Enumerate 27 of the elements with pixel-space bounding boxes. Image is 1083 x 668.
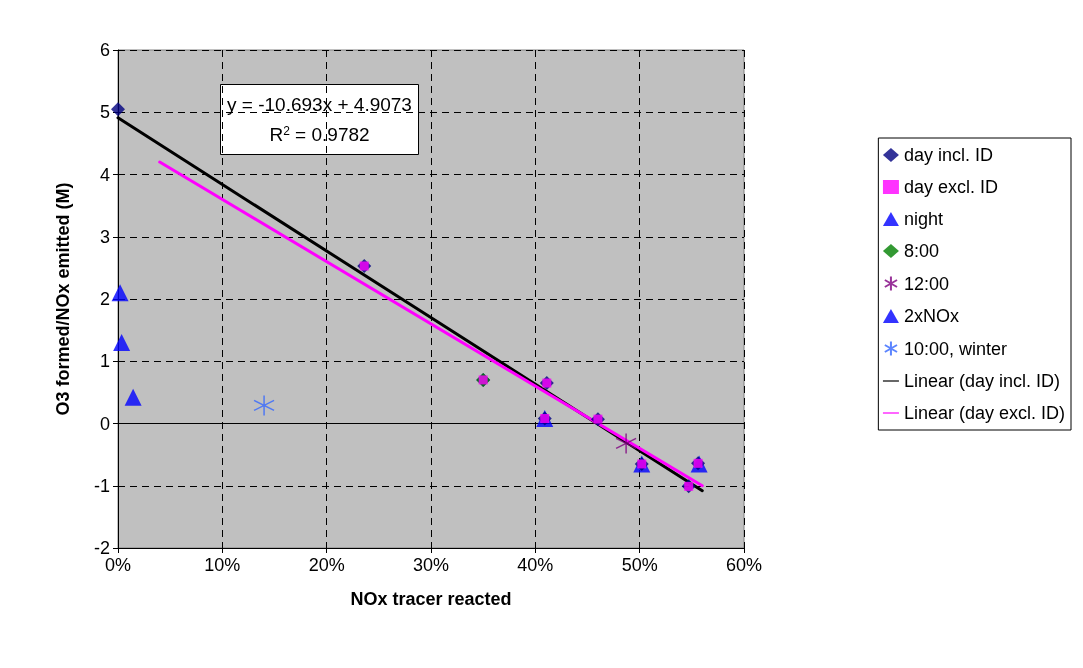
x-tick-label: 60% bbox=[725, 555, 763, 575]
y-tick-label: 5 bbox=[99, 102, 110, 123]
legend-label: 12:00 bbox=[903, 273, 949, 294]
x-tick-label: 30% bbox=[412, 555, 450, 575]
x-tick-label: 0% bbox=[104, 555, 132, 575]
x-tick-label: 10% bbox=[204, 555, 241, 575]
legend-label: 2xNOx bbox=[903, 306, 959, 326]
legend-label: day excl. ID bbox=[903, 177, 998, 197]
y-tick-label: 6 bbox=[99, 40, 110, 60]
x-tick-label: 20% bbox=[308, 555, 345, 575]
y-tick-label: 4 bbox=[99, 164, 110, 185]
y-tick-label: 1 bbox=[99, 351, 110, 372]
y-axis-title: O3 formed/NOx emitted (M) bbox=[53, 182, 73, 416]
legend-label: Linear (day incl. ID) bbox=[903, 371, 1060, 391]
y-tick-label: -1 bbox=[93, 475, 110, 496]
legend-label: 10:00, winter bbox=[903, 338, 1008, 359]
y-tick-label: -2 bbox=[93, 538, 110, 558]
legend-label: Linear (day excl. ID) bbox=[903, 403, 1065, 423]
legend-label: 8:00 bbox=[903, 241, 939, 261]
x-axis-title: NOx tracer reacted bbox=[350, 589, 512, 609]
legend-label: night bbox=[903, 209, 943, 229]
x-tick-label: 40% bbox=[517, 555, 554, 575]
y-tick-label: 3 bbox=[99, 226, 110, 247]
x-tick-label: 50% bbox=[621, 555, 658, 575]
y-tick-label: 2 bbox=[99, 289, 110, 309]
y-tick-label: 0 bbox=[99, 413, 110, 434]
legend-label: day incl. ID bbox=[903, 145, 993, 165]
